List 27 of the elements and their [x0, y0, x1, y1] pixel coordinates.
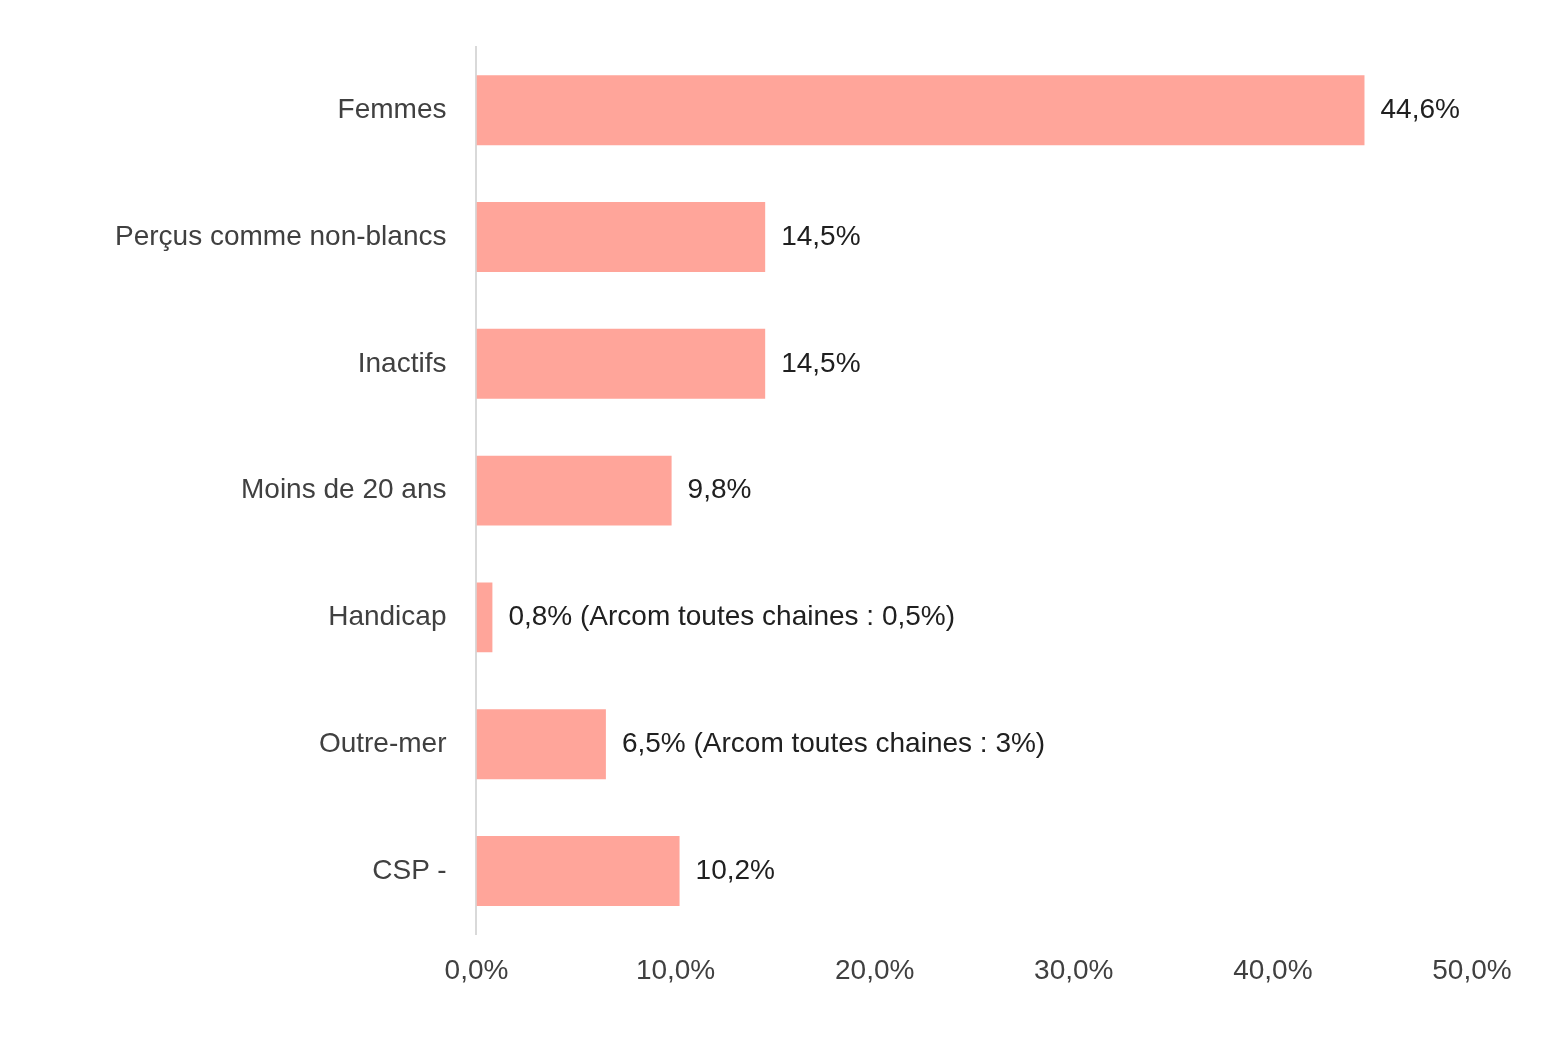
- y-tick-label: Perçus comme non-blancs: [114, 219, 447, 251]
- bar: [476, 582, 493, 653]
- y-tick-label: Femmes: [337, 92, 447, 124]
- y-tick-label: Moins de 20 ans: [241, 473, 447, 505]
- bar: [476, 328, 766, 399]
- bar: [476, 75, 1365, 146]
- x-tick-label: 10,0%: [635, 953, 716, 985]
- y-tick-label: CSP -: [372, 853, 447, 885]
- data-label: 10,2%: [695, 853, 775, 885]
- x-tick-label: 40,0%: [1233, 953, 1313, 985]
- data-label: 0,8% (Arcom toutes chaines : 0,5%): [508, 600, 956, 632]
- bar: [476, 836, 680, 906]
- data-label: 44,6%: [1380, 92, 1460, 124]
- x-tick-label: 50,0%: [1432, 953, 1512, 985]
- x-tick-label: 30,0%: [1034, 953, 1114, 985]
- data-label: 14,5%: [781, 346, 861, 378]
- data-label: 9,8%: [687, 473, 752, 505]
- x-tick-label: 0,0%: [444, 953, 509, 985]
- bar: [476, 709, 606, 780]
- bar: [476, 202, 766, 272]
- data-label: 14,5%: [781, 219, 861, 251]
- bar: [476, 455, 672, 526]
- y-tick-label: Outre-mer: [318, 726, 447, 758]
- y-tick-label: Handicap: [328, 600, 447, 632]
- x-tick-label: 20,0%: [834, 953, 915, 985]
- data-label: 6,5% (Arcom toutes chaines : 3%): [621, 726, 1046, 758]
- y-tick-label: Inactifs: [357, 346, 447, 378]
